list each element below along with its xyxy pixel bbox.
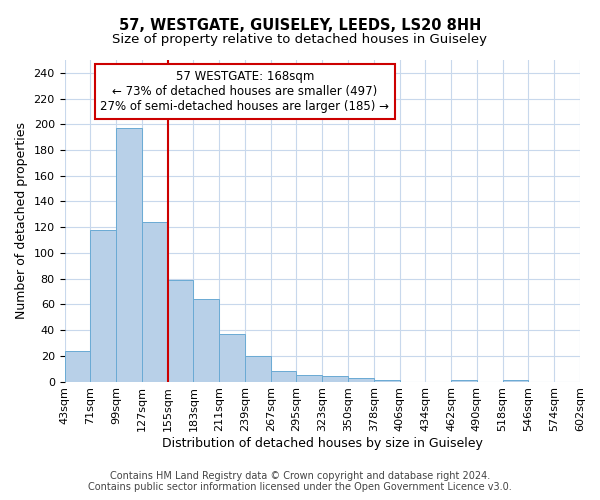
Text: Contains HM Land Registry data © Crown copyright and database right 2024.
Contai: Contains HM Land Registry data © Crown c… bbox=[88, 471, 512, 492]
Bar bbox=[296, 375, 322, 382]
Bar bbox=[116, 128, 142, 382]
Bar bbox=[65, 350, 91, 382]
Bar bbox=[91, 230, 116, 382]
X-axis label: Distribution of detached houses by size in Guiseley: Distribution of detached houses by size … bbox=[162, 437, 483, 450]
Bar bbox=[245, 356, 271, 382]
Y-axis label: Number of detached properties: Number of detached properties bbox=[15, 122, 28, 320]
Bar bbox=[193, 300, 219, 382]
Bar bbox=[271, 372, 296, 382]
Bar bbox=[142, 222, 167, 382]
Bar bbox=[503, 380, 529, 382]
Text: 57, WESTGATE, GUISELEY, LEEDS, LS20 8HH: 57, WESTGATE, GUISELEY, LEEDS, LS20 8HH bbox=[119, 18, 481, 32]
Text: Size of property relative to detached houses in Guiseley: Size of property relative to detached ho… bbox=[113, 32, 487, 46]
Bar bbox=[348, 378, 374, 382]
Bar bbox=[451, 380, 477, 382]
Bar bbox=[374, 380, 400, 382]
Bar bbox=[167, 280, 193, 382]
Bar bbox=[219, 334, 245, 382]
Bar bbox=[322, 376, 348, 382]
Text: 57 WESTGATE: 168sqm
← 73% of detached houses are smaller (497)
27% of semi-detac: 57 WESTGATE: 168sqm ← 73% of detached ho… bbox=[100, 70, 389, 112]
